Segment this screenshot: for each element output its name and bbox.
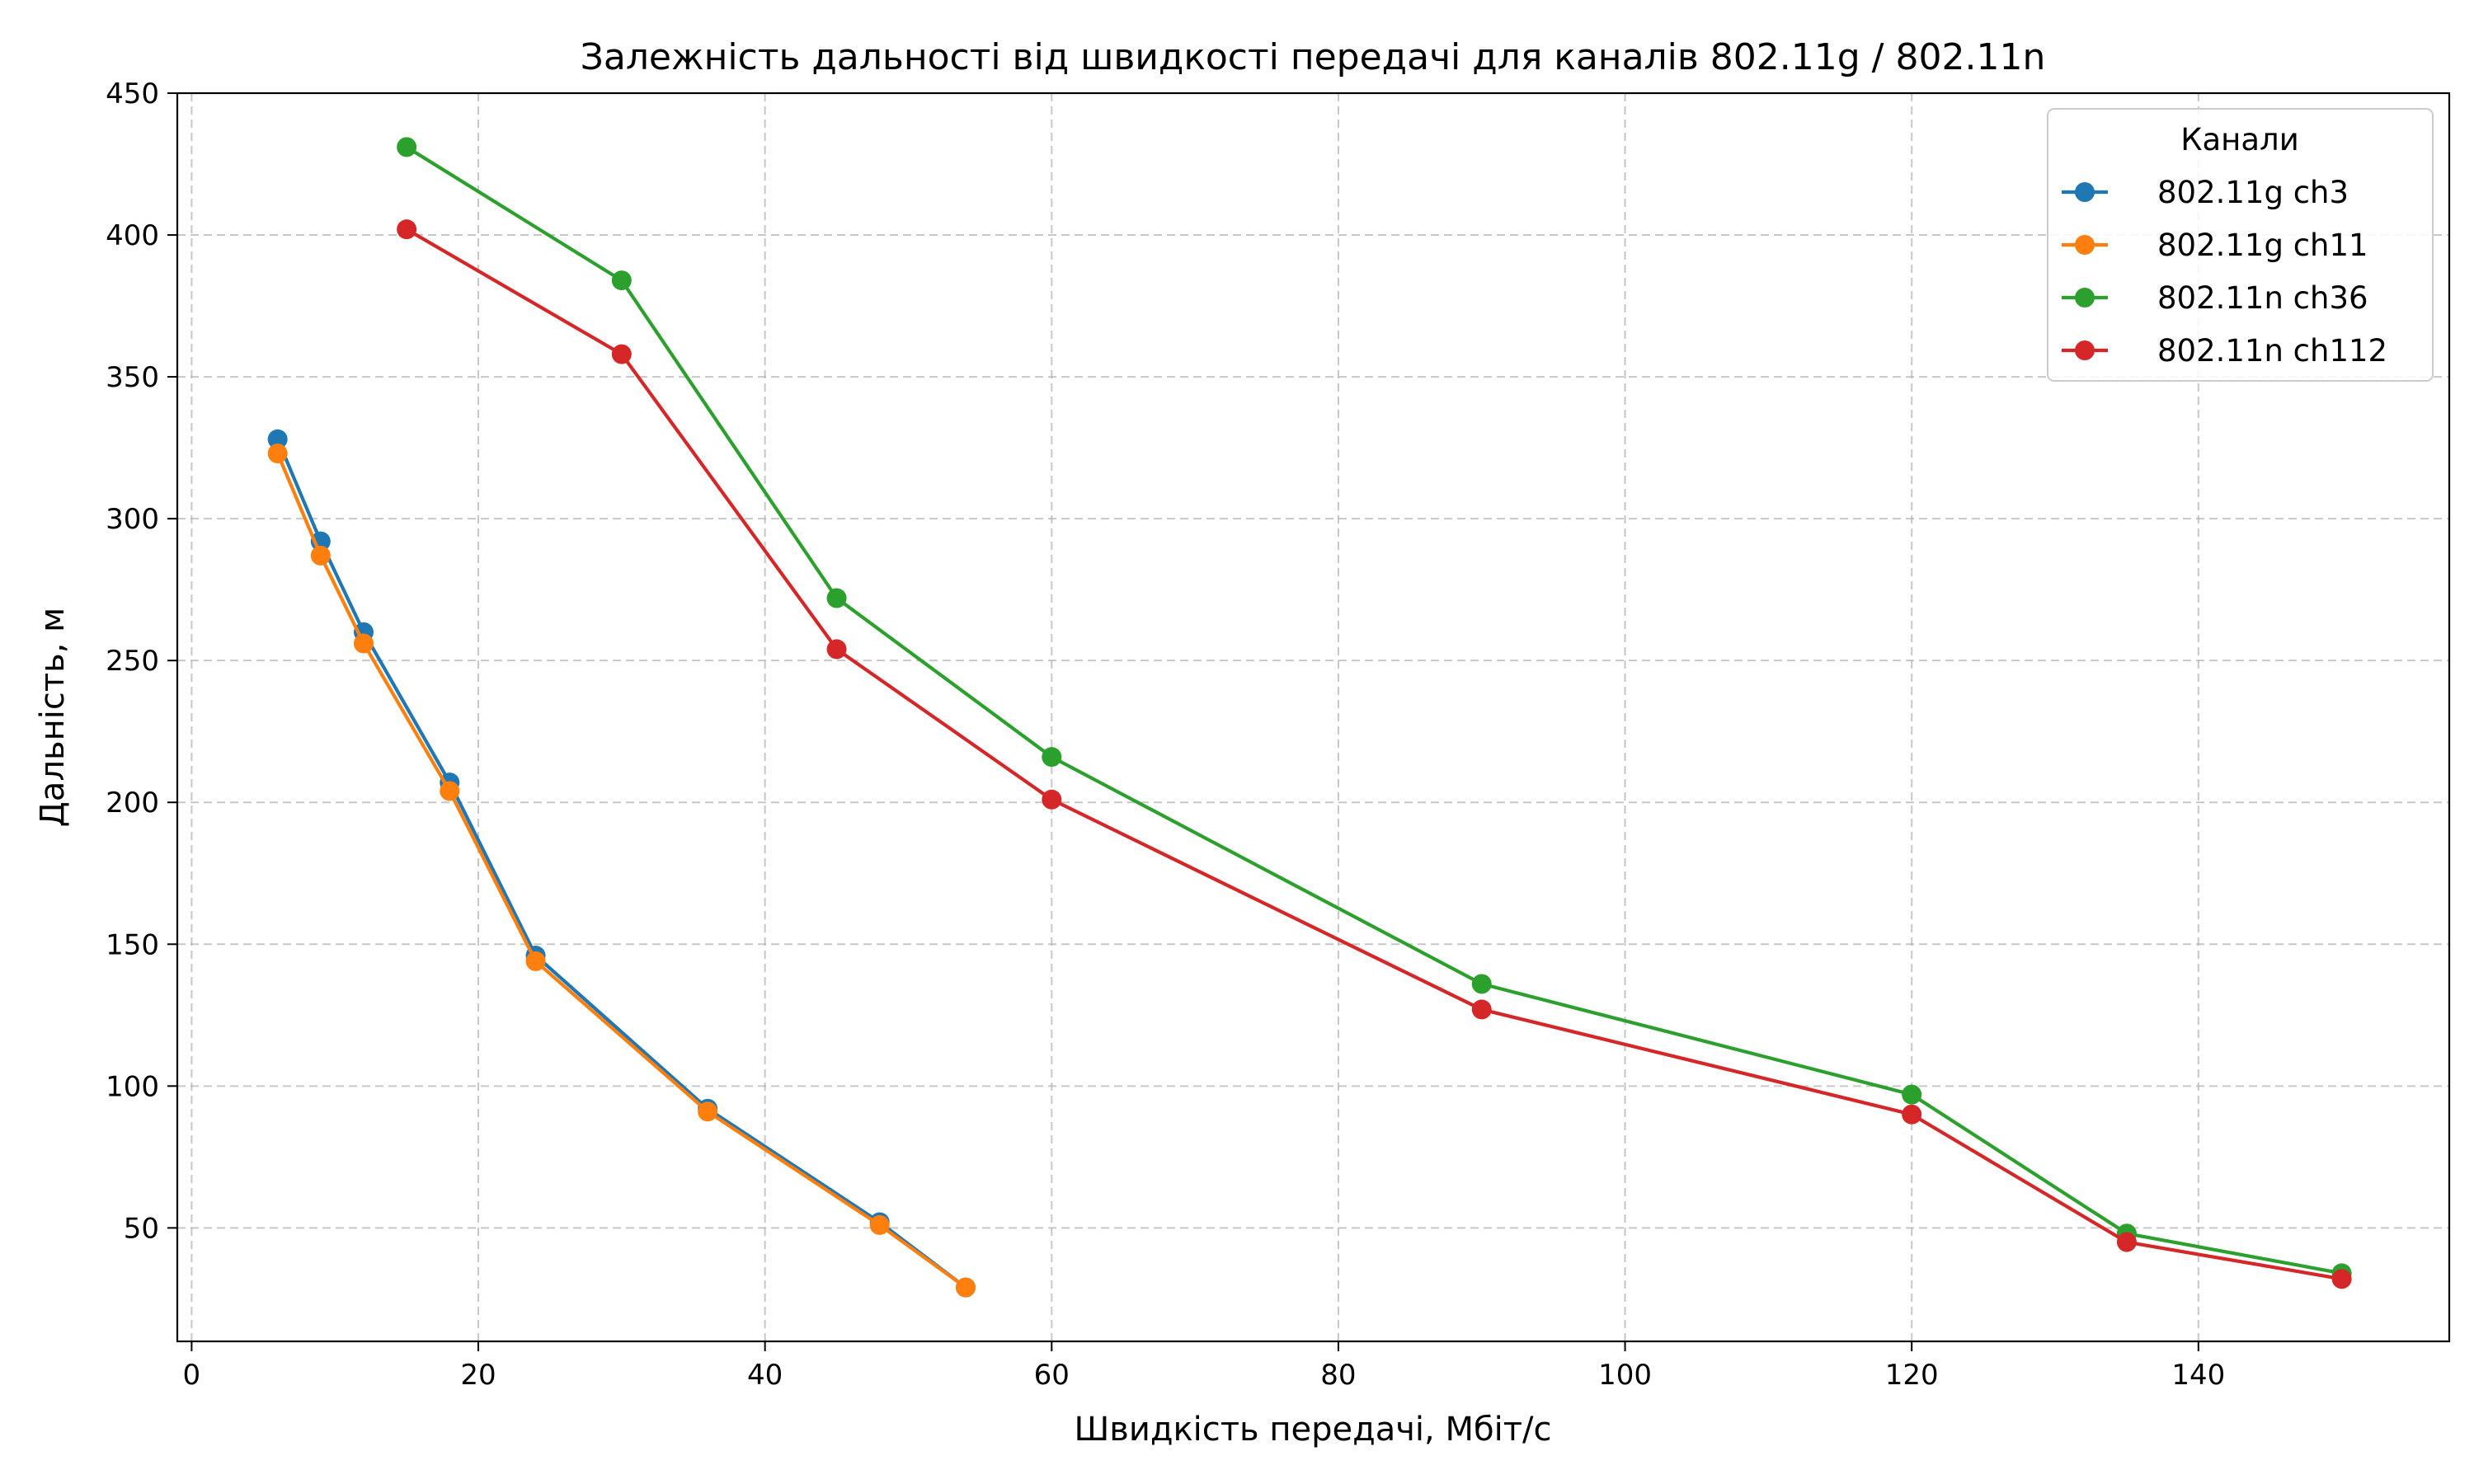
data-point	[826, 639, 847, 660]
data-point	[611, 344, 632, 364]
x-tick-label: 140	[2171, 1359, 2225, 1392]
y-tick-label: 50	[124, 1212, 159, 1245]
data-point	[440, 781, 460, 801]
legend-marker	[2075, 235, 2095, 255]
x-axis-label: Швидкість передачі, Мбіт/с	[1074, 1411, 1551, 1449]
legend-item: 802.11g ch11	[2062, 228, 2368, 263]
y-tick-label: 250	[106, 645, 159, 678]
data-point	[1902, 1104, 1922, 1125]
legend-marker	[2075, 182, 2095, 202]
data-point	[1042, 747, 1062, 768]
x-tick-label: 120	[1885, 1359, 1939, 1392]
data-point	[397, 219, 417, 240]
series-line	[405, 145, 2344, 1275]
x-tick-label: 0	[183, 1359, 201, 1392]
legend-item: 802.11g ch3	[2062, 175, 2349, 210]
data-point	[1471, 974, 1492, 994]
x-tick-label: 80	[1320, 1359, 1356, 1392]
y-tick-label: 400	[106, 219, 159, 252]
legend-marker	[2075, 340, 2095, 360]
x-tick-label: 20	[460, 1359, 496, 1392]
data-point	[267, 429, 288, 449]
x-tick-label: 100	[1598, 1359, 1652, 1392]
data-point	[869, 1214, 890, 1235]
chart-title: Залежність дальності від швидкості перед…	[581, 36, 2046, 78]
legend-label: 802.11n ch36	[2157, 280, 2368, 316]
series-line	[275, 451, 968, 1289]
legend-title: Канали	[2180, 122, 2299, 157]
y-tick-label: 200	[106, 787, 159, 819]
plot-frame	[176, 92, 2451, 1343]
y-tick-label: 350	[106, 361, 159, 394]
data-point	[2331, 1269, 2352, 1289]
y-tick-label: 150	[106, 928, 159, 961]
x-tick-label: 60	[1034, 1359, 1070, 1392]
data-point	[826, 588, 847, 608]
x-tick-label: 40	[747, 1359, 783, 1392]
legend: Канали 802.11g ch3 802.11g ch11 802.11n ch…	[2047, 108, 2434, 382]
series-layer	[267, 137, 2352, 1298]
data-point	[1902, 1084, 1922, 1105]
legend-item: 802.11n ch36	[2062, 280, 2368, 316]
legend-marker	[2075, 288, 2095, 308]
data-point	[397, 137, 417, 157]
legend-label: 802.11g ch11	[2157, 228, 2368, 263]
data-point	[955, 1277, 976, 1298]
legend-label: 802.11n ch112	[2157, 333, 2387, 369]
y-axis-label: Дальність, м	[34, 608, 72, 828]
data-point	[611, 270, 632, 291]
data-point	[1042, 789, 1062, 810]
data-point	[353, 633, 374, 654]
data-point	[267, 443, 288, 463]
y-tick-label: 300	[106, 503, 159, 536]
y-tick-label: 100	[106, 1070, 159, 1103]
legend-item: 802.11n ch112	[2062, 333, 2387, 369]
series-802-11g-ch11	[267, 443, 976, 1298]
data-point	[2116, 1232, 2137, 1252]
legend-label: 802.11g ch3	[2157, 175, 2349, 210]
axis-ticks: 0 20 40 60 80 100 120 140 50 100 150 200 250 300 350 40…	[106, 77, 2225, 1392]
data-point	[1471, 999, 1492, 1020]
series-802-11n-ch112	[397, 219, 2352, 1289]
data-point	[525, 951, 546, 971]
y-tick-label: 450	[106, 77, 159, 110]
legend-box	[2047, 108, 2434, 382]
series-802-11n-ch36	[397, 137, 2352, 1284]
data-point	[698, 1101, 718, 1122]
series-line	[405, 228, 2344, 1281]
data-point	[310, 545, 331, 566]
